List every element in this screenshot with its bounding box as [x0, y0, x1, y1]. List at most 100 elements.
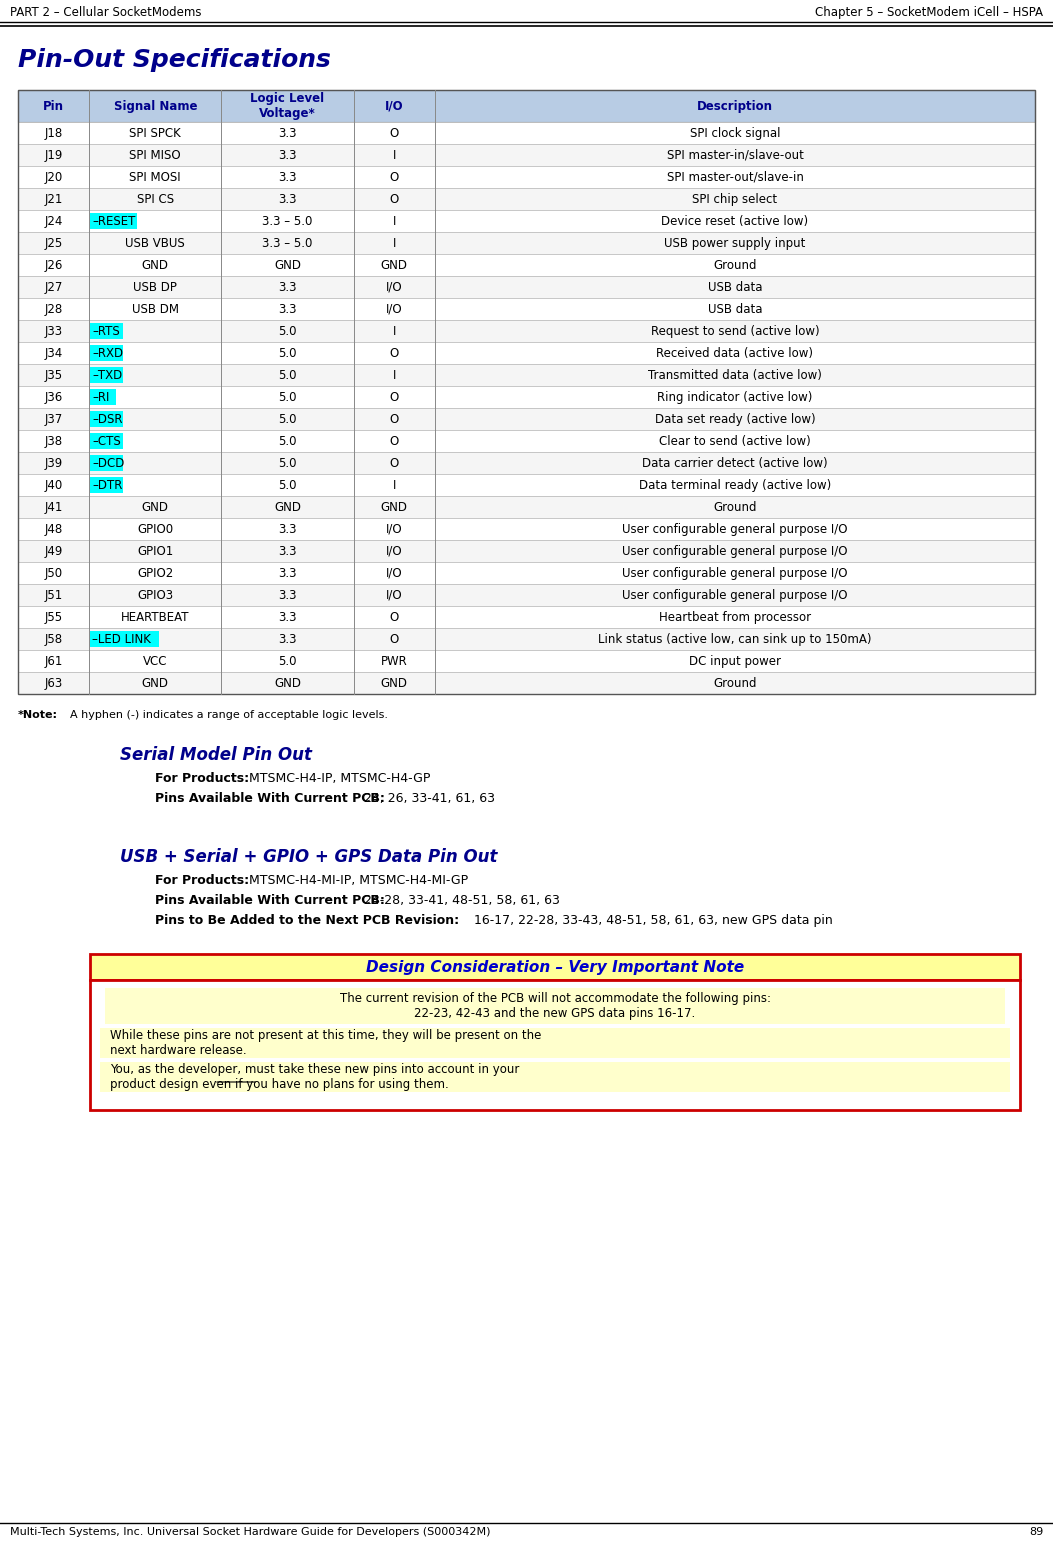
Bar: [18, 430, 1035, 452]
Text: Description: Description: [697, 100, 773, 112]
Bar: [18, 89, 1035, 122]
Text: 24-28, 33-41, 48-51, 58, 61, 63: 24-28, 33-41, 48-51, 58, 61, 63: [360, 894, 560, 908]
Text: –RESET: –RESET: [93, 214, 136, 228]
Text: USB + Serial + GPIO + GPS Data Pin Out: USB + Serial + GPIO + GPS Data Pin Out: [120, 848, 497, 866]
Text: USB power supply input: USB power supply input: [664, 236, 806, 250]
Text: Chapter 5 – SocketModem iCell – HSPA: Chapter 5 – SocketModem iCell – HSPA: [815, 6, 1044, 18]
Text: Ground: Ground: [713, 259, 757, 271]
Text: –RI: –RI: [93, 390, 110, 404]
Bar: [18, 342, 1035, 364]
Text: I: I: [393, 479, 396, 492]
Text: 5.0: 5.0: [278, 325, 297, 337]
Text: 5.0: 5.0: [278, 655, 297, 667]
Text: *Note:: *Note:: [18, 710, 58, 720]
Text: J50: J50: [44, 567, 63, 579]
Bar: [18, 606, 1035, 629]
Text: Data set ready (active low): Data set ready (active low): [655, 413, 815, 425]
Text: Pins Available With Current PCB:: Pins Available With Current PCB:: [155, 792, 385, 804]
Text: –CTS: –CTS: [93, 435, 121, 447]
Text: While these pins are not present at this time, they will be present on the
next : While these pins are not present at this…: [110, 1029, 541, 1057]
Text: MTSMC-H4-IP, MTSMC-H4-GP: MTSMC-H4-IP, MTSMC-H4-GP: [245, 772, 431, 784]
Text: 3.3: 3.3: [278, 610, 297, 624]
Bar: [18, 650, 1035, 672]
Bar: [91, 213, 137, 230]
Bar: [90, 980, 1020, 1110]
Text: I/O: I/O: [386, 280, 402, 293]
Text: GPIO3: GPIO3: [137, 589, 174, 601]
Text: HEARTBEAT: HEARTBEAT: [121, 610, 190, 624]
Text: J49: J49: [44, 544, 63, 558]
Bar: [18, 408, 1035, 430]
Text: O: O: [390, 456, 399, 470]
Text: J18: J18: [44, 126, 63, 140]
Bar: [18, 89, 1035, 693]
Text: GND: GND: [381, 501, 408, 513]
Text: Received data (active low): Received data (active low): [656, 347, 814, 359]
Text: GND: GND: [274, 676, 301, 689]
Text: 3.3: 3.3: [278, 126, 297, 140]
Text: Link status (active low, can sink up to 150mA): Link status (active low, can sink up to …: [598, 632, 872, 646]
Text: J20: J20: [44, 171, 63, 183]
Bar: [91, 367, 123, 384]
Bar: [18, 254, 1035, 276]
Text: SPI clock signal: SPI clock signal: [690, 126, 780, 140]
Bar: [91, 388, 116, 405]
Bar: [18, 166, 1035, 188]
Text: O: O: [390, 347, 399, 359]
Text: 5.0: 5.0: [278, 368, 297, 382]
Text: –LED LINK: –LED LINK: [93, 632, 151, 646]
Text: J26: J26: [44, 259, 63, 271]
Text: DC input power: DC input power: [689, 655, 781, 667]
Text: SPI master-out/slave-in: SPI master-out/slave-in: [667, 171, 803, 183]
Bar: [18, 210, 1035, 233]
Text: 5.0: 5.0: [278, 390, 297, 404]
Text: J24: J24: [44, 214, 63, 228]
Text: Ground: Ground: [713, 501, 757, 513]
Text: 3.3: 3.3: [278, 632, 297, 646]
Text: I/O: I/O: [386, 567, 402, 579]
Text: O: O: [390, 413, 399, 425]
Text: –DTR: –DTR: [93, 479, 122, 492]
Text: SPI master-in/slave-out: SPI master-in/slave-out: [667, 148, 803, 162]
Text: 5.0: 5.0: [278, 347, 297, 359]
Text: USB VBUS: USB VBUS: [125, 236, 185, 250]
Text: 5.0: 5.0: [278, 413, 297, 425]
Text: GND: GND: [142, 259, 168, 271]
Text: I/O: I/O: [385, 100, 403, 112]
Bar: [18, 297, 1035, 321]
Text: O: O: [390, 435, 399, 447]
Text: J51: J51: [44, 589, 63, 601]
Text: 24, 26, 33-41, 61, 63: 24, 26, 33-41, 61, 63: [360, 792, 495, 804]
Text: GPIO1: GPIO1: [137, 544, 174, 558]
Text: User configurable general purpose I/O: User configurable general purpose I/O: [622, 589, 848, 601]
Bar: [91, 455, 123, 472]
Text: –DSR: –DSR: [93, 413, 123, 425]
Text: SPI MISO: SPI MISO: [130, 148, 181, 162]
Text: J55: J55: [44, 610, 63, 624]
Text: 3.3 – 5.0: 3.3 – 5.0: [262, 236, 313, 250]
Text: I: I: [393, 214, 396, 228]
Text: –RXD: –RXD: [93, 347, 123, 359]
Text: The current revision of the PCB will not accommodate the following pins:
22-23, : The current revision of the PCB will not…: [339, 992, 771, 1020]
Text: User configurable general purpose I/O: User configurable general purpose I/O: [622, 544, 848, 558]
Text: 3.3: 3.3: [278, 171, 297, 183]
Text: J40: J40: [44, 479, 63, 492]
Text: I/O: I/O: [386, 589, 402, 601]
Text: J39: J39: [44, 456, 63, 470]
Bar: [18, 518, 1035, 539]
Bar: [91, 324, 123, 339]
Text: O: O: [390, 632, 399, 646]
Text: J48: J48: [44, 522, 63, 536]
Text: 3.3: 3.3: [278, 193, 297, 205]
Bar: [18, 276, 1035, 297]
Bar: [91, 433, 123, 448]
Bar: [91, 478, 123, 493]
Text: Logic Level
Voltage*: Logic Level Voltage*: [251, 92, 324, 120]
Text: O: O: [390, 610, 399, 624]
Text: GND: GND: [381, 676, 408, 689]
Text: Multi-Tech Systems, Inc. Universal Socket Hardware Guide for Developers (S000342: Multi-Tech Systems, Inc. Universal Socke…: [9, 1527, 491, 1536]
Text: Ground: Ground: [713, 676, 757, 689]
Text: 3.3: 3.3: [278, 544, 297, 558]
Bar: [18, 475, 1035, 496]
Bar: [100, 1028, 1010, 1059]
